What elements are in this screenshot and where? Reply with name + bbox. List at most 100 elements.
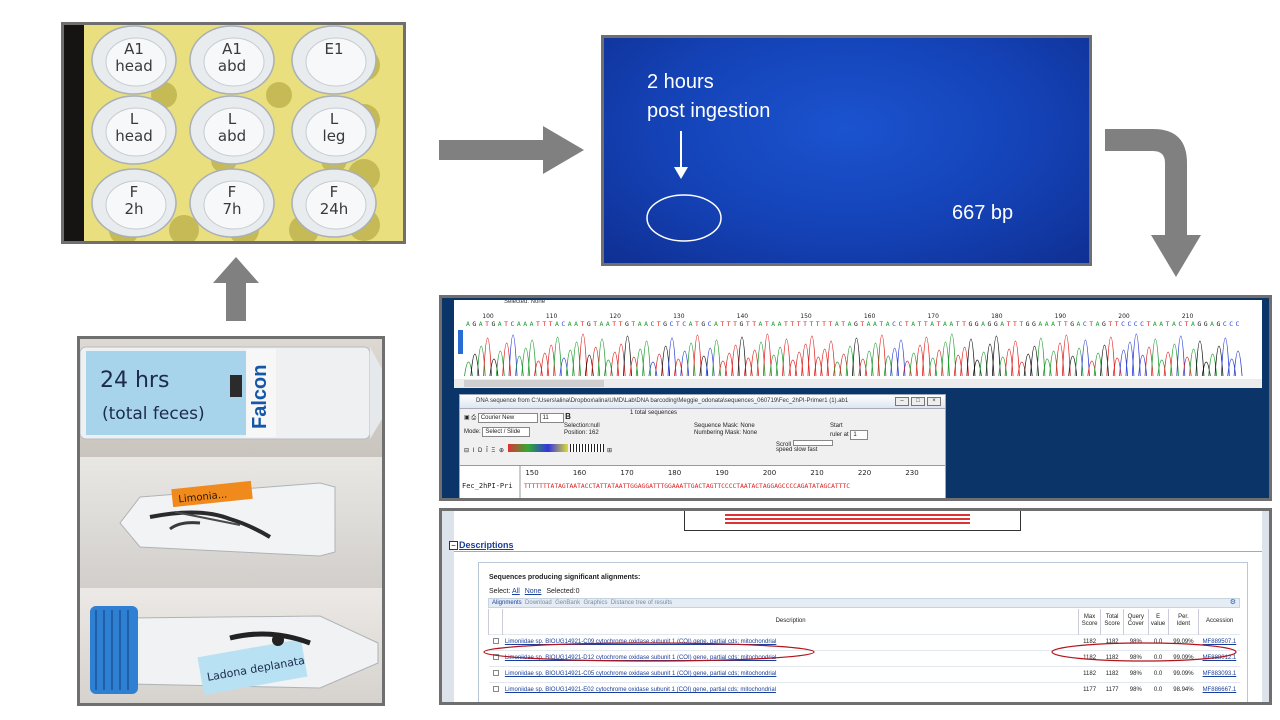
trace-base: G [854,320,858,328]
mode-label: Mode: [464,429,481,435]
query-cover: 98% [1123,665,1149,682]
result-description-link[interactable]: Limoniidae sp. BIOUG14921-C05 cytochrome… [502,665,1079,682]
distance-tree-link[interactable]: Distance tree of results [610,600,673,606]
trace-base: A [498,320,502,328]
trace-selected-label: Selected: None [504,299,546,305]
trace-ruler-number: 100 [482,313,494,320]
column-header[interactable]: Accession [1198,609,1240,634]
mode-select[interactable]: Select / Slide [482,427,531,437]
e-value: 0.0 [1148,633,1169,650]
accession-link[interactable]: MF889507.1 [1198,633,1240,650]
dna-icon[interactable]: Ξ [491,448,497,454]
speed-slow-label: speed slow [776,447,807,453]
complement-icon[interactable]: ⊕ [498,448,506,454]
graphics-link[interactable]: Graphics [583,600,608,606]
row-checkbox[interactable] [492,670,499,676]
trace-base: A [600,320,604,328]
genbank-link[interactable]: GenBank [555,600,581,606]
align-icon[interactable]: ⊟ [464,448,471,454]
size-select[interactable]: 11 [539,413,564,423]
accession-link[interactable]: MF883093.1 [1198,665,1240,682]
trace-base: A [555,320,559,328]
scroll-speed-slider[interactable] [792,440,833,446]
descriptions-link[interactable]: Descriptions [459,540,514,550]
trace-peak [1081,339,1090,377]
trace-peak [737,336,747,377]
sequence-editor-window: DNA sequence from C:\Users\alina\Dropbox… [459,394,946,498]
column-header[interactable]: Max Score [1077,609,1101,634]
close-button[interactable]: × [927,397,941,406]
trace-scroll-thumb[interactable] [464,380,604,387]
trace-base: A [911,320,915,328]
max-score: 1182 [1078,665,1101,682]
editor-ruler-number: 160 [573,469,586,477]
select-none-link[interactable]: None [524,588,542,595]
tube-cap-label: L [228,110,237,128]
trace-base: G [1070,320,1074,328]
row-checkbox[interactable] [492,638,499,644]
trace-base: T [619,320,623,328]
trace-base: T [542,320,546,328]
trace-peak [966,338,976,377]
trace-base: G [701,320,705,328]
descriptions-toggle[interactable]: − [449,541,458,550]
trace-base: C [1134,320,1138,328]
max-score: 1182 [1078,633,1101,650]
trace-peak [1201,361,1211,377]
maximize-button[interactable]: □ [911,397,925,406]
italic-icon[interactable]: Ī [486,448,489,454]
max-score: 1182 [1078,649,1101,666]
color-grid-icon[interactable] [507,444,568,452]
trace-base: A [1077,320,1081,328]
delete-icon[interactable]: D [478,448,484,454]
print-icon[interactable]: ⎙ [471,415,477,421]
sequence-text-area[interactable]: 150 160 170 180 190 200 210 220 230 Fec_2hPI-Pri… [460,465,945,498]
translate-icon[interactable]: ⊞ [607,448,614,454]
tube-cap-label: L [130,110,139,128]
save-icon[interactable]: ▣ [464,415,470,421]
minimize-button[interactable]: – [895,397,909,406]
trace-peak [1131,333,1141,377]
trace-base: G [1026,320,1030,328]
result-description-link[interactable]: Limoniidae sp. BIOUG14921-E02 cytochrome… [502,681,1079,698]
download-link[interactable]: Download [525,600,552,606]
ruler-start-input[interactable]: 1 [850,430,869,440]
result-description-link[interactable]: Limoniidae sp. BIOUG14921-C09 cytochrome… [502,633,1079,650]
trace-scrollbar[interactable] [454,379,1262,388]
trace-base: C [1121,320,1125,328]
editor-ruler-number: 220 [858,469,871,477]
column-header[interactable]: Description [502,609,1079,634]
column-header[interactable]: Total Score [1100,609,1124,634]
insert-icon[interactable]: I [472,448,476,454]
row-checkbox[interactable] [492,654,499,660]
editor-ruler-number: 210 [810,469,823,477]
editor-title: DNA sequence from C:\Users\alina\Dropbox… [476,398,849,404]
trace-peak [508,334,518,377]
trace-peak [1227,358,1237,377]
trace-base: A [530,320,534,328]
gear-icon[interactable]: ⚙ [1229,599,1236,606]
accession-link[interactable]: MF886667.1 [1198,681,1240,698]
trace-base: T [937,320,941,328]
trace-base: G [988,320,992,328]
trace-peak [1106,336,1116,377]
column-header[interactable]: Query Cover [1122,609,1149,634]
trace-base: A [943,320,947,328]
result-description-link[interactable]: Limoniidae sp. BIOUG14921-D12 cytochrome… [502,649,1079,666]
trace-cursor[interactable] [458,330,463,354]
tube-cap-label: 24h [320,200,349,218]
trace-base: T [816,320,820,328]
font-select[interactable]: Courier New [477,413,538,423]
alignments-link[interactable]: Alignments [492,600,522,606]
trace-peak [896,339,906,377]
trace-peak [584,354,594,377]
select-all-link[interactable]: All [511,588,520,595]
barcode-icon[interactable] [570,444,605,452]
column-header[interactable]: Per. Ident [1167,609,1199,634]
row-checkbox[interactable] [492,686,499,693]
accession-link[interactable]: MF888012.1 [1198,649,1240,666]
trace-base: A [981,320,985,328]
bold-button[interactable]: B [565,412,571,421]
